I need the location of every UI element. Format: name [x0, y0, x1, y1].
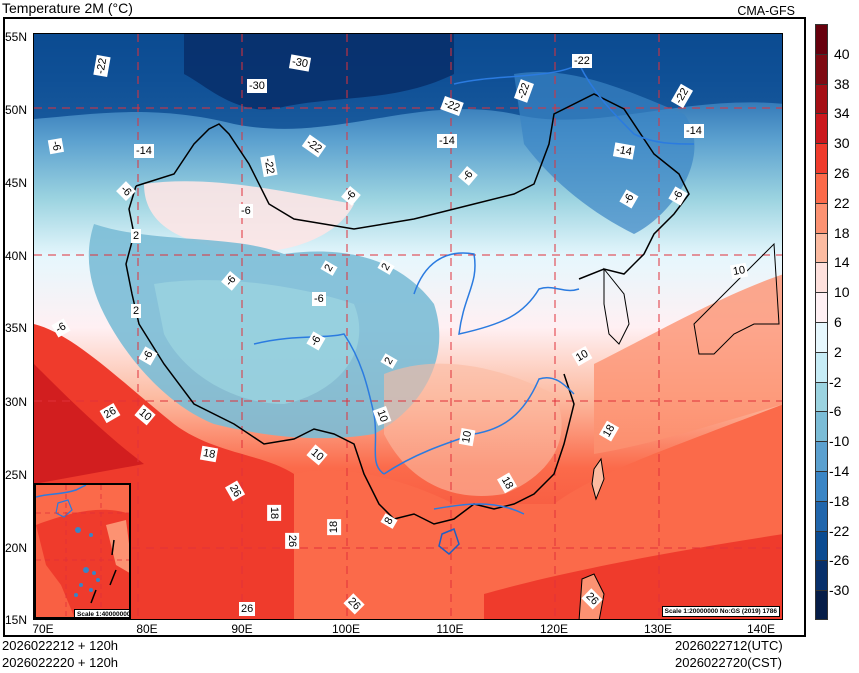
- contour-label: 2: [131, 229, 142, 243]
- chart-title: Temperature 2M (°C): [2, 0, 133, 16]
- colorbar-segment: [815, 381, 828, 412]
- contour-label: -6: [47, 137, 64, 155]
- colorbar-segment: [815, 530, 828, 561]
- china-border-north: [135, 93, 690, 280]
- contour-label: -14: [684, 124, 704, 138]
- contour-label: 2: [131, 304, 142, 318]
- lat-label-50n: 50N: [5, 103, 28, 117]
- colorbar-segment: [815, 143, 828, 173]
- lon-label-90e: 90E: [231, 622, 253, 636]
- colorbar-tick-label: 6: [834, 314, 842, 330]
- colorbar-segment: [815, 172, 828, 203]
- contour-label: -6: [312, 292, 326, 306]
- lat-label-40n: 40N: [5, 249, 28, 263]
- lat-label-15n: 15N: [5, 613, 28, 627]
- lat-label-20n: 20N: [5, 541, 28, 555]
- lon-label-110e: 110E: [436, 622, 464, 636]
- colorbar-tick-label: 10: [834, 284, 850, 301]
- temperature-field: [34, 34, 782, 619]
- colorbar-tick-label: 14: [834, 254, 850, 271]
- colorbar-tick-label: 22: [834, 194, 850, 211]
- lat-label-35n: 35N: [5, 321, 28, 335]
- contour-label: -6: [239, 204, 253, 218]
- contour-label: 18: [199, 445, 219, 463]
- colorbar-tick-label: -14: [829, 463, 850, 479]
- colorbar-segment: [815, 292, 828, 322]
- colorbar-tick-label: -26: [829, 552, 850, 569]
- colorbar-tick-label: 30: [834, 135, 850, 152]
- colorbar-tick-label: -2: [829, 373, 842, 390]
- contour-label: 18: [327, 518, 342, 536]
- colorbar-segment: [815, 232, 828, 263]
- colorbar-segment: [815, 202, 828, 233]
- model-source-label: CMA-GFS: [737, 4, 795, 18]
- valid-time-utc: 2026022712(UTC): [675, 638, 783, 653]
- colorbar-segment: [815, 351, 828, 382]
- temperature-map: -22 -30 -30 -22 -22 -6 -14 -6 -6 -6 -22 -22 -22 -22 -1…: [33, 33, 783, 620]
- colorbar-segment: [815, 441, 828, 471]
- colorbar-segment: [815, 113, 828, 144]
- colorbar-segment: [815, 500, 828, 531]
- colorbar-tick-label: 18: [834, 224, 850, 241]
- inset-scale-label: Scale 1:40000000: [74, 609, 129, 617]
- contour-label: 18: [267, 504, 282, 522]
- colorbar-segment: [815, 83, 828, 114]
- lon-label-120e: 120E: [539, 622, 569, 636]
- colorbar-segment: [815, 321, 828, 352]
- lat-label-25n: 25N: [5, 468, 28, 482]
- colorbar-tick-label: -30: [829, 582, 850, 599]
- colorbar-tick-label: 38: [834, 75, 850, 92]
- init-time-cst: 2026022220 + 120h: [2, 655, 119, 670]
- colorbar-segment: [815, 411, 828, 442]
- colorbar-tick-label: -6: [829, 403, 842, 420]
- contour-label: -30: [247, 79, 267, 93]
- contour-label: 26: [285, 532, 300, 550]
- rivers: [253, 62, 695, 515]
- colorbar-tick-label: 34: [834, 105, 850, 122]
- colorbar-tick-label: 26: [834, 165, 850, 181]
- contour-label: -22: [572, 54, 592, 68]
- contour-label: -14: [134, 144, 154, 158]
- contour-label: 10: [729, 262, 749, 280]
- colorbar-tick-label: -10: [829, 433, 850, 450]
- colorbar: [815, 24, 828, 620]
- lat-label-45n: 45N: [5, 176, 28, 190]
- colorbar-tick-label: -18: [829, 492, 850, 509]
- valid-time-cst: 2026022720(CST): [675, 655, 782, 670]
- colorbar-segment: [815, 24, 828, 54]
- lon-label-140e: 140E: [746, 622, 776, 636]
- lon-label-130e: 130E: [643, 622, 673, 636]
- colorbar-segment: [815, 53, 828, 84]
- lat-label-30n: 30N: [5, 395, 28, 409]
- colorbar-segment: [815, 560, 828, 591]
- lon-label-100e: 100E: [331, 622, 361, 636]
- colorbar-segment: [815, 470, 828, 501]
- colorbar-tick-label: 2: [834, 343, 842, 360]
- colorbar-tick-label: 40: [834, 45, 850, 62]
- plot-frame: [3, 17, 806, 637]
- lat-label-55n: 55N: [5, 30, 28, 44]
- colorbar-tick-label: -22: [829, 522, 850, 539]
- south-china-sea-inset: Scale 1:40000000: [34, 483, 131, 619]
- map-scale-label: Scale 1:20000000 No:GS (2019) 1786: [661, 606, 780, 617]
- contour-label: 26: [239, 602, 256, 616]
- colorbar-segment: [815, 590, 828, 620]
- contour-label: 10: [458, 427, 476, 447]
- lon-label-70e: 70E: [32, 622, 54, 636]
- init-time-utc: 2026022212 + 120h: [2, 638, 119, 653]
- lon-label-80e: 80E: [136, 622, 158, 636]
- colorbar-segment: [815, 262, 828, 293]
- contour-label: -14: [437, 134, 457, 148]
